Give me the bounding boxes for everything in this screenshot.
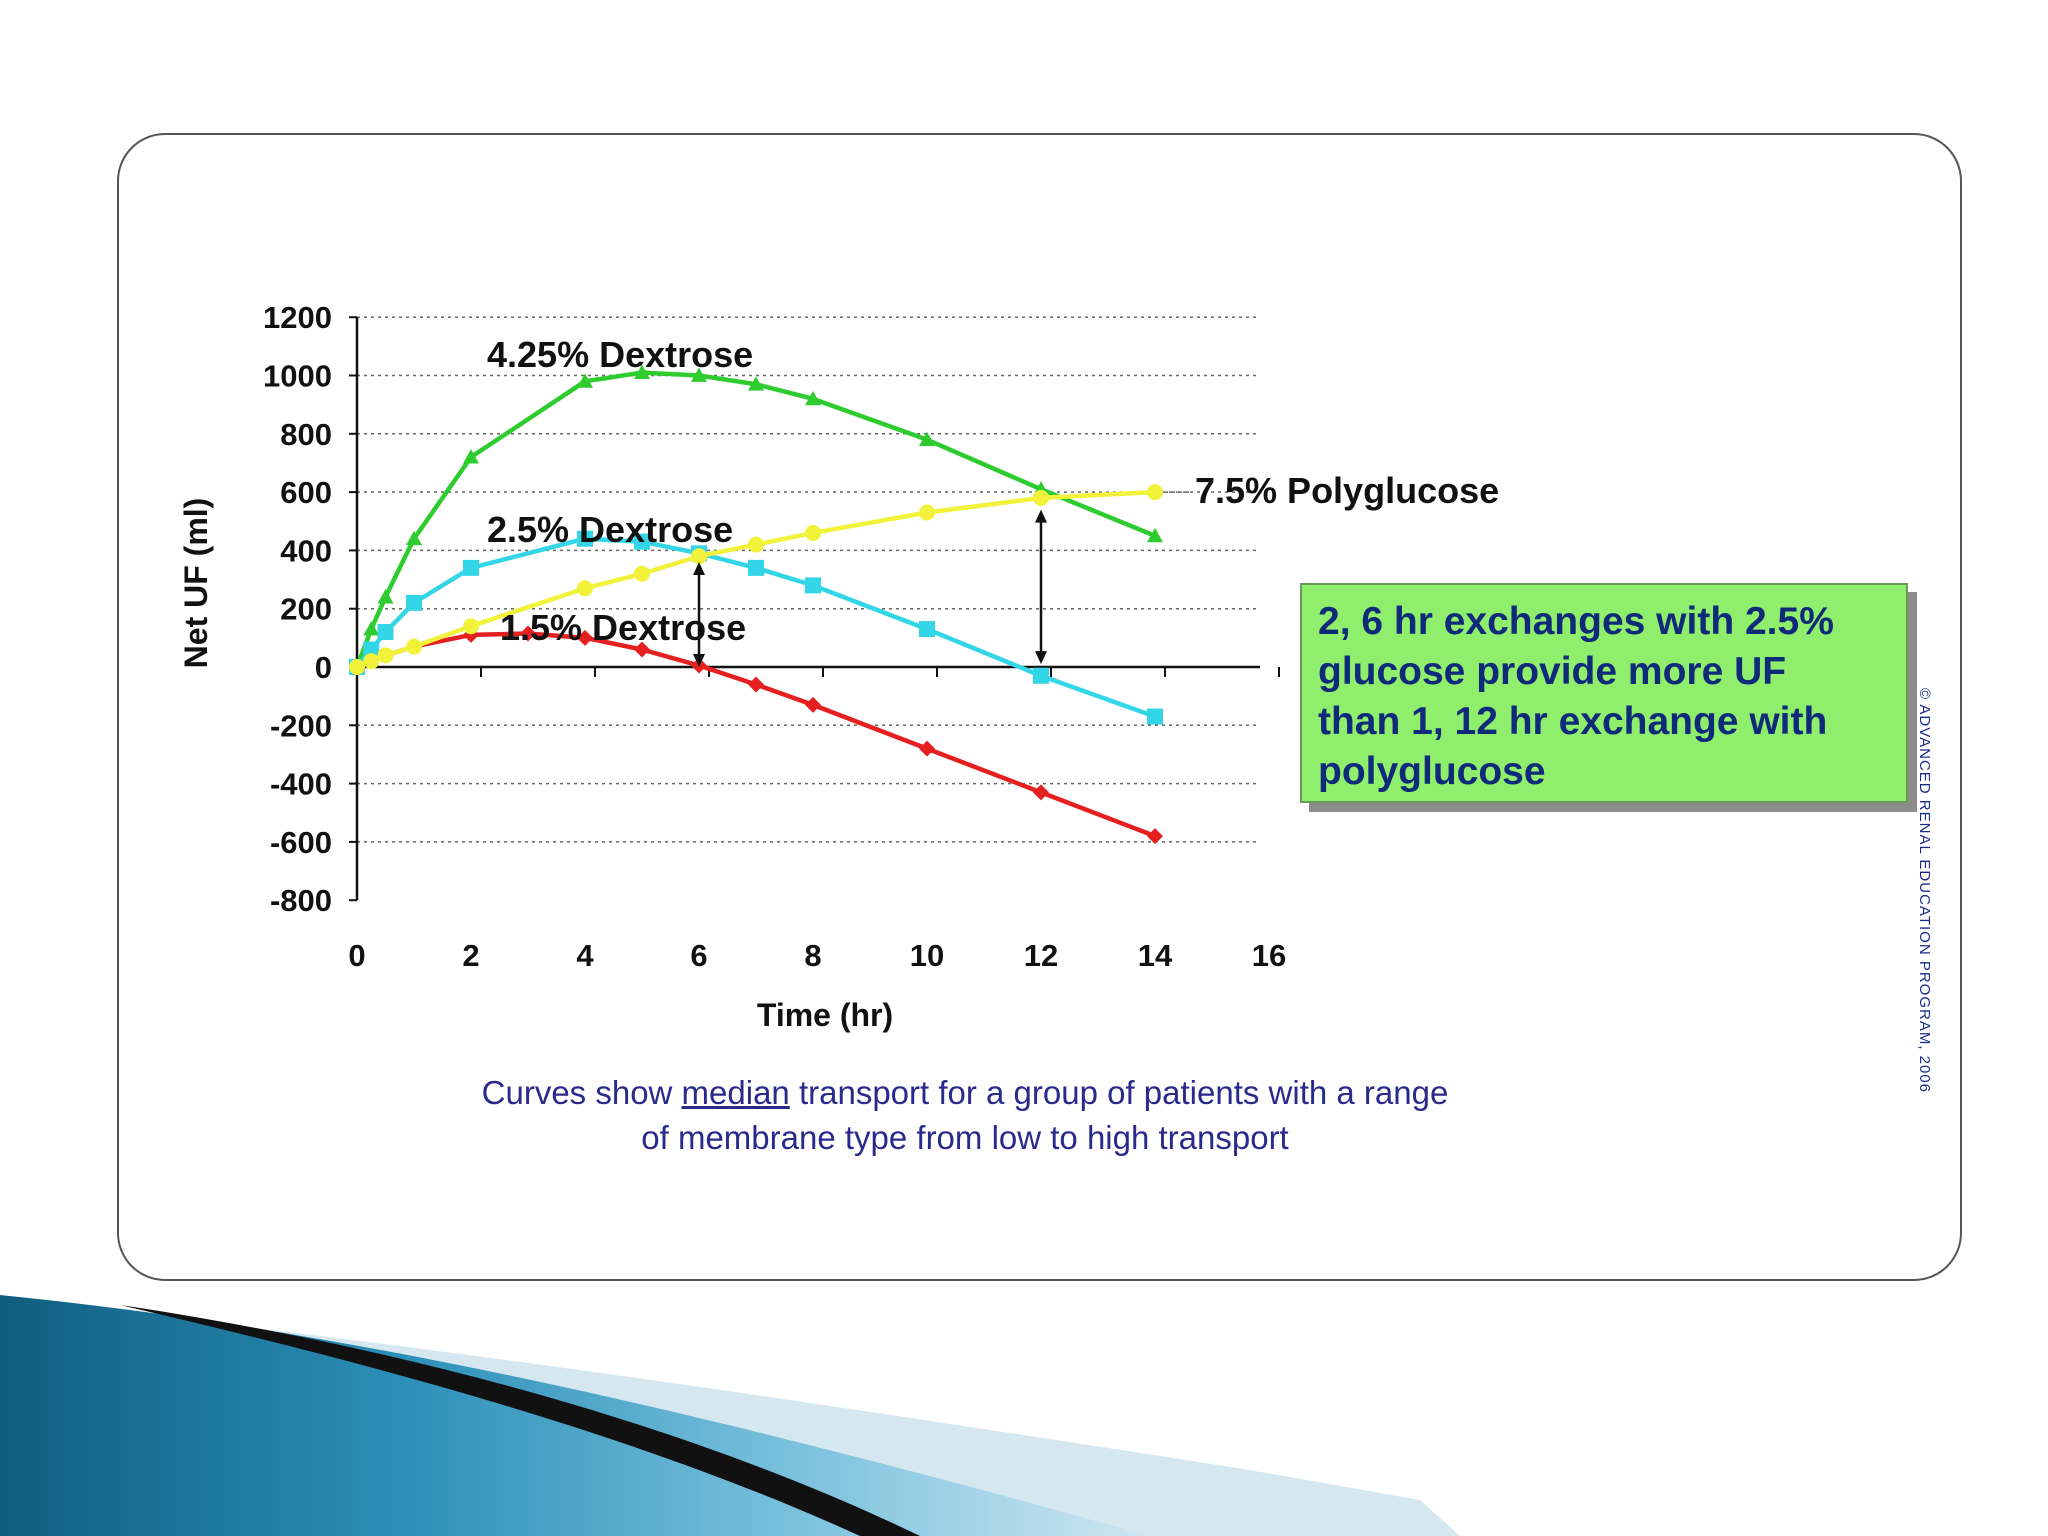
data-point bbox=[691, 367, 707, 382]
chart-caption: Curves show median transport for a group… bbox=[330, 1070, 1600, 1160]
caption-pre: Curves show bbox=[481, 1074, 682, 1111]
data-point bbox=[919, 621, 935, 638]
data-point bbox=[463, 449, 479, 464]
data-point bbox=[406, 530, 422, 546]
y-tick-label: -600 bbox=[270, 825, 332, 860]
x-tick-label: 10 bbox=[910, 938, 944, 973]
x-tick-label: 14 bbox=[1138, 938, 1173, 973]
data-point bbox=[805, 696, 821, 713]
data-point bbox=[748, 676, 764, 693]
data-point bbox=[805, 577, 821, 594]
x-axis-title: Time (hr) bbox=[757, 997, 893, 1033]
comparison-arrows bbox=[693, 509, 1047, 667]
series-line bbox=[356, 489, 1156, 670]
callout-line: than 1, 12 hr exchange with bbox=[1318, 700, 1828, 743]
caption-post: transport for a group of patients with a… bbox=[789, 1074, 1449, 1111]
y-tick-label: 400 bbox=[280, 533, 332, 568]
y-tick-label: 0 bbox=[315, 650, 332, 685]
label-7-5-polyglucose: 7.5% Polyglucose bbox=[1195, 470, 1499, 511]
data-point bbox=[1033, 784, 1049, 801]
caption-line-2: of membrane type from low to high transp… bbox=[641, 1119, 1289, 1156]
data-point bbox=[919, 740, 935, 757]
data-point bbox=[1033, 667, 1049, 684]
data-point bbox=[577, 530, 593, 547]
data-point bbox=[805, 390, 821, 406]
arrow-12hr-head bbox=[1035, 509, 1047, 523]
label-4-25-dextrose: 4.25% Dextrose bbox=[487, 334, 753, 375]
y-axis-title: Net UF (ml) bbox=[178, 498, 214, 669]
y-tick-label: -200 bbox=[270, 708, 332, 743]
callout-line: polyglucose bbox=[1318, 750, 1546, 793]
copyright-notice: © ADVANCED RENAL EDUCATION PROGRAM, 2006 bbox=[1916, 688, 1933, 1094]
data-point bbox=[634, 533, 650, 550]
label-1-5-dextrose: 1.5% Dextrose bbox=[500, 607, 746, 648]
data-point bbox=[1033, 489, 1049, 506]
data-point bbox=[748, 536, 764, 553]
data-point bbox=[919, 504, 935, 521]
data-point bbox=[1147, 484, 1163, 501]
data-point bbox=[1147, 527, 1163, 543]
callout-line: glucose provide more UF bbox=[1318, 650, 1787, 693]
data-point bbox=[349, 659, 365, 675]
data-point bbox=[577, 629, 593, 646]
data-point bbox=[463, 618, 479, 635]
y-tick-label: 600 bbox=[280, 475, 332, 510]
y-tick-label: 800 bbox=[280, 417, 332, 452]
arrow-6hr-head bbox=[693, 654, 705, 667]
y-tick-label: -800 bbox=[270, 883, 332, 918]
data-point bbox=[691, 548, 707, 565]
data-point bbox=[363, 641, 380, 658]
y-tick-label: 200 bbox=[280, 592, 332, 627]
data-point bbox=[1147, 828, 1163, 845]
data-point bbox=[577, 580, 593, 597]
data-point bbox=[377, 624, 394, 641]
x-tick-label: 8 bbox=[804, 938, 821, 973]
y-tick-label: 1200 bbox=[263, 300, 332, 335]
x-tick-label: 6 bbox=[690, 938, 707, 973]
data-point bbox=[406, 638, 422, 655]
data-point bbox=[377, 589, 394, 604]
data-point bbox=[634, 641, 650, 658]
data-point bbox=[919, 431, 935, 447]
label-2-5-dextrose: 2.5% Dextrose bbox=[487, 509, 733, 550]
decorative-wave-dark bbox=[120, 1305, 920, 1536]
caption-underlined: median bbox=[681, 1074, 790, 1111]
callout-line: 2, 6 hr exchanges with 2.5% bbox=[1318, 600, 1834, 643]
x-tick-label: 2 bbox=[462, 938, 479, 973]
x-tick-label: 4 bbox=[576, 938, 594, 973]
x-tick-label: 12 bbox=[1024, 938, 1058, 973]
y-tick-label: 1000 bbox=[263, 359, 332, 394]
data-point bbox=[748, 376, 764, 391]
data-point bbox=[1147, 708, 1163, 725]
callout-box: 2, 6 hr exchanges with 2.5% glucose prov… bbox=[1300, 583, 1908, 803]
data-point bbox=[634, 364, 650, 379]
data-point bbox=[363, 653, 380, 670]
data-point bbox=[634, 565, 650, 582]
data-point bbox=[463, 559, 479, 576]
data-point bbox=[748, 559, 764, 576]
x-tick-label: 0 bbox=[348, 938, 365, 973]
data-point bbox=[805, 524, 821, 541]
x-tick-label: 16 bbox=[1252, 938, 1286, 973]
data-point bbox=[577, 373, 593, 388]
y-tick-label: -400 bbox=[270, 767, 332, 802]
data-point bbox=[406, 594, 422, 611]
data-point bbox=[363, 621, 380, 636]
series-line bbox=[356, 631, 1156, 839]
arrow-12hr-head bbox=[1035, 651, 1047, 665]
arrow-6hr-head bbox=[693, 562, 705, 576]
data-point bbox=[520, 625, 536, 642]
data-point bbox=[377, 647, 394, 664]
